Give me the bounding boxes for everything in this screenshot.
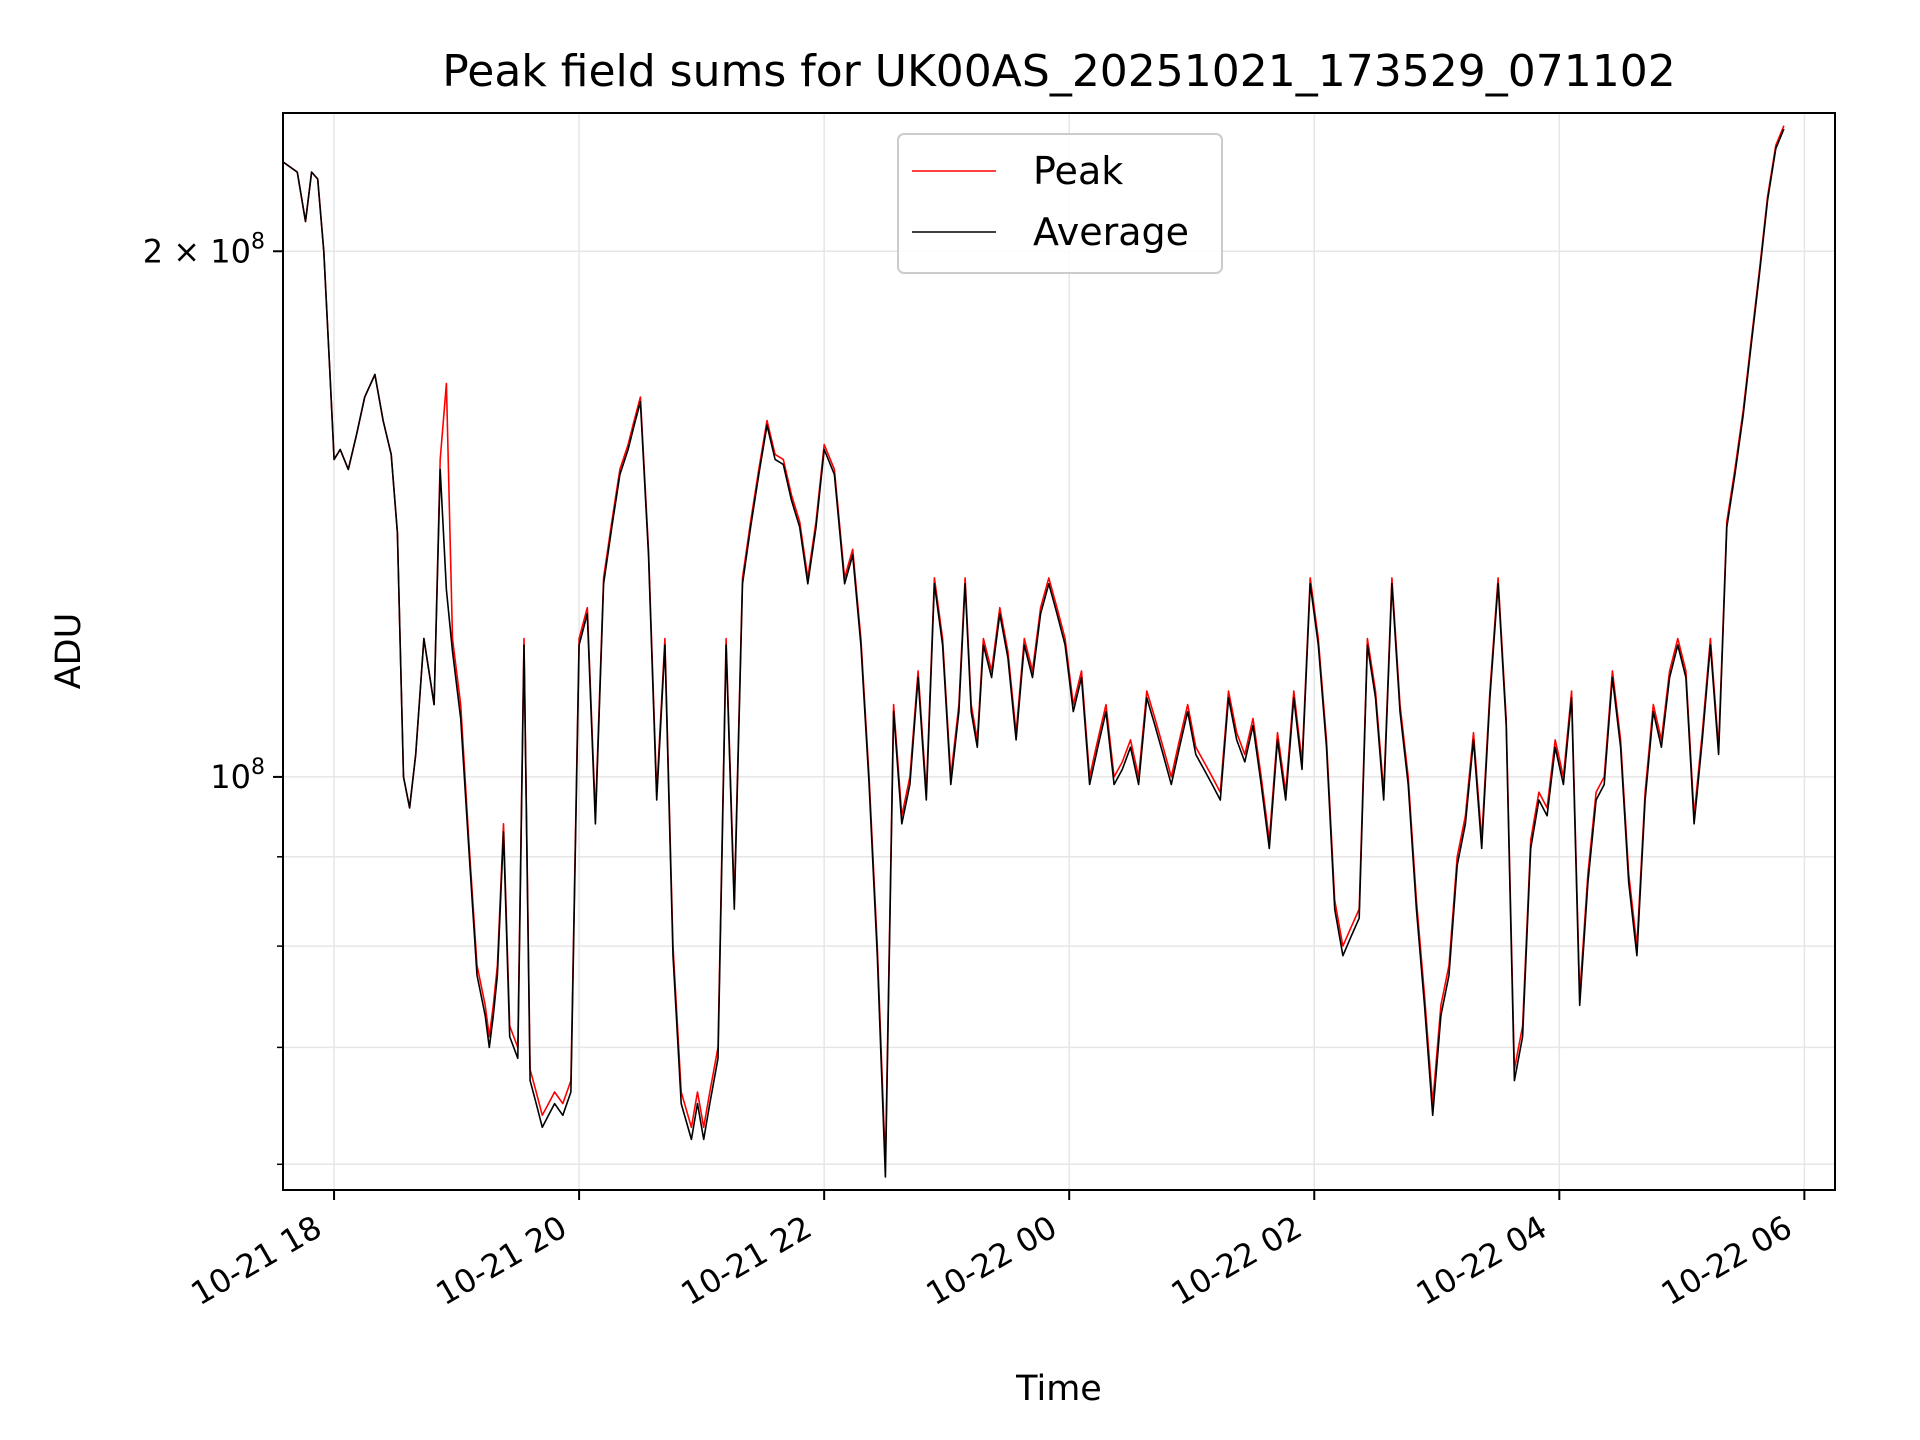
legend-label-average: Average [1033, 210, 1189, 254]
y-tick-label: 108 [210, 755, 265, 796]
series-line-average [283, 128, 1785, 1178]
plot-frame [282, 112, 1836, 1191]
chart-title: Peak field sums for UK00AS_20251021_1735… [442, 46, 1675, 97]
y-axis-label: ADU [49, 613, 89, 690]
y-tick-label: 2 × 108 [143, 229, 265, 270]
grid-lines [283, 113, 1835, 1190]
series-layer [283, 125, 1785, 1178]
x-axis-label: Time [1015, 1369, 1102, 1409]
legend-box [897, 133, 1223, 274]
legend: Peak Average [897, 133, 1223, 274]
legend-label-peak: Peak [1033, 149, 1123, 193]
y-axis-ticks: 108 2 × 108 [143, 229, 283, 1166]
